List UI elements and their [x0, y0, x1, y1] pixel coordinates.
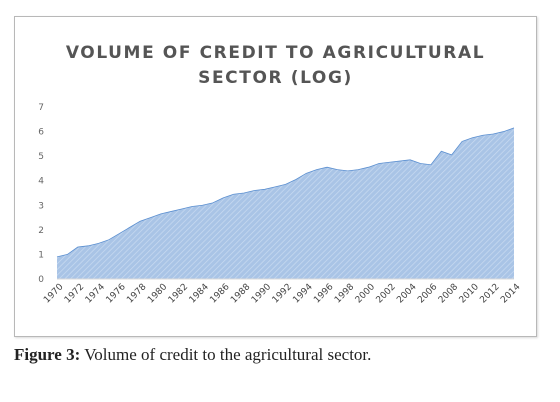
y-tick-label: 0: [38, 275, 44, 285]
x-tick-label: 1998: [333, 282, 356, 305]
y-tick-label: 3: [38, 201, 44, 211]
figure-caption-lead: Figure 3:: [14, 345, 81, 364]
x-tick-label: 1984: [188, 282, 211, 305]
x-tick-label: 1990: [250, 282, 273, 305]
y-tick-label: 6: [38, 128, 44, 138]
x-tick-label: 2014: [499, 282, 522, 305]
y-tick-label: 7: [38, 103, 44, 113]
x-tick-label: 1988: [229, 282, 252, 305]
x-tick-label: 1996: [312, 282, 335, 305]
y-tick-label: 2: [38, 226, 44, 236]
chart-title-line-2: SECTOR (LOG): [198, 68, 353, 88]
y-tick-label: 4: [38, 177, 44, 187]
x-tick-label: 2000: [354, 282, 377, 305]
chart-title-line-1: VOLUME OF CREDIT TO AGRICULTURAL: [65, 43, 486, 63]
y-tick-label: 1: [38, 250, 44, 260]
x-tick-label: 1976: [105, 282, 128, 305]
x-tick-label: 2006: [416, 282, 439, 305]
x-tick-label: 1994: [291, 282, 314, 305]
chart-frame: VOLUME OF CREDIT TO AGRICULTURAL SECTOR …: [14, 16, 537, 337]
x-tick-label: 1982: [167, 282, 190, 305]
x-tick-label: 1986: [208, 282, 231, 305]
chart-title: VOLUME OF CREDIT TO AGRICULTURAL SECTOR …: [15, 41, 536, 91]
figure-caption-text: Volume of credit to the agricultural sec…: [80, 345, 372, 364]
figure-caption: Figure 3: Volume of credit to the agricu…: [14, 345, 544, 365]
x-tick-label: 1970: [42, 282, 65, 305]
x-tick-label: 2004: [395, 282, 418, 305]
x-tick-label: 1978: [125, 282, 148, 305]
x-tick-label: 1992: [271, 282, 294, 305]
x-tick-label: 1980: [146, 282, 169, 305]
x-tick-label: 2012: [478, 282, 501, 305]
x-tick-label: 1972: [63, 282, 86, 305]
y-tick-label: 5: [38, 152, 44, 162]
x-tick-label: 1974: [84, 282, 107, 305]
credit-area-series: [57, 127, 514, 279]
x-tick-label: 2008: [437, 282, 460, 305]
x-tick-label: 2010: [458, 282, 481, 305]
x-tick-label: 2002: [375, 282, 398, 305]
credit-area-outline: [56, 127, 515, 258]
